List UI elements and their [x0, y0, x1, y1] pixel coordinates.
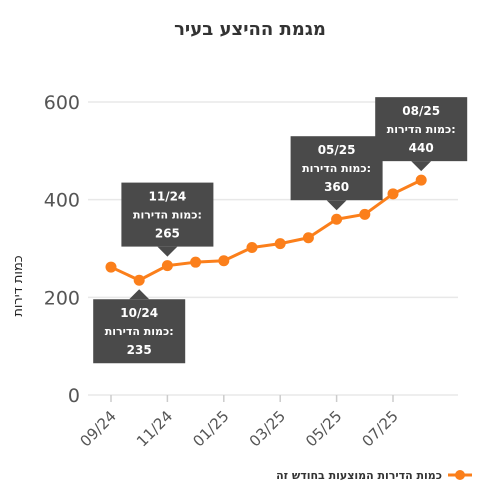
tooltip-date: 05/25: [318, 143, 356, 157]
tooltip-value: 235: [127, 343, 152, 357]
x-tick-label: 03/25: [246, 407, 289, 450]
data-point: [387, 188, 399, 200]
data-point: [359, 208, 371, 220]
x-tick-label: 09/24: [77, 407, 120, 450]
data-point: [218, 255, 230, 267]
chart-title: מגמת ההיצע בעיר: [174, 19, 326, 40]
tooltip-date: 10/24: [120, 306, 158, 320]
tooltip: 11/24 כמות הדירות: 265: [121, 182, 214, 257]
tooltip-pointer: [411, 161, 432, 172]
tooltip-date: 11/24: [149, 190, 187, 204]
tooltip-pointer: [326, 200, 347, 211]
tooltip-box: [290, 136, 383, 201]
tooltip: 10/24 כמות הדירות: 235: [93, 289, 186, 364]
x-tick-label: 11/24: [133, 407, 176, 450]
tooltip-label: כמות הדירות:: [133, 209, 202, 222]
y-tick-label: 600: [44, 92, 80, 114]
tooltip-pointer: [157, 246, 178, 257]
data-point: [274, 238, 286, 250]
tooltip: 05/25 כמות הדירות: 360: [290, 136, 383, 211]
tooltip-box: [375, 97, 468, 162]
data-point: [190, 256, 202, 268]
data-point: [133, 274, 145, 286]
tooltip-box: [121, 182, 214, 247]
tooltip-label: כמות הדירות:: [105, 325, 174, 338]
y-tick-label: 200: [44, 287, 80, 309]
y-tick-label: 400: [44, 190, 80, 212]
tooltip-label: כמות הדירות:: [387, 123, 456, 136]
tooltip-value: 440: [409, 141, 434, 155]
tooltip-value: 265: [155, 227, 180, 241]
tooltip: 08/25 כמות הדירות: 440: [375, 97, 468, 172]
tooltip-value: 360: [324, 180, 349, 194]
legend-marker: [455, 470, 465, 480]
data-point: [302, 232, 314, 244]
tooltip-pointer: [129, 289, 150, 300]
y-axis-title: כמות דירות: [11, 255, 26, 316]
tooltip-date: 08/25: [402, 104, 440, 118]
x-tick-label: 07/25: [359, 407, 402, 450]
tooltip-box: [93, 299, 186, 364]
x-tick-label: 05/25: [302, 407, 345, 450]
data-point: [331, 213, 343, 225]
legend-label: כמות הדירות המוצעות בחודש זה: [276, 469, 442, 482]
y-tick-label: 0: [68, 385, 80, 407]
tooltip-label: כמות הדירות:: [302, 162, 371, 175]
data-point: [161, 260, 173, 272]
x-tick-label: 01/25: [189, 407, 232, 450]
data-point: [246, 242, 258, 254]
data-point: [415, 174, 427, 186]
data-point: [105, 261, 117, 273]
